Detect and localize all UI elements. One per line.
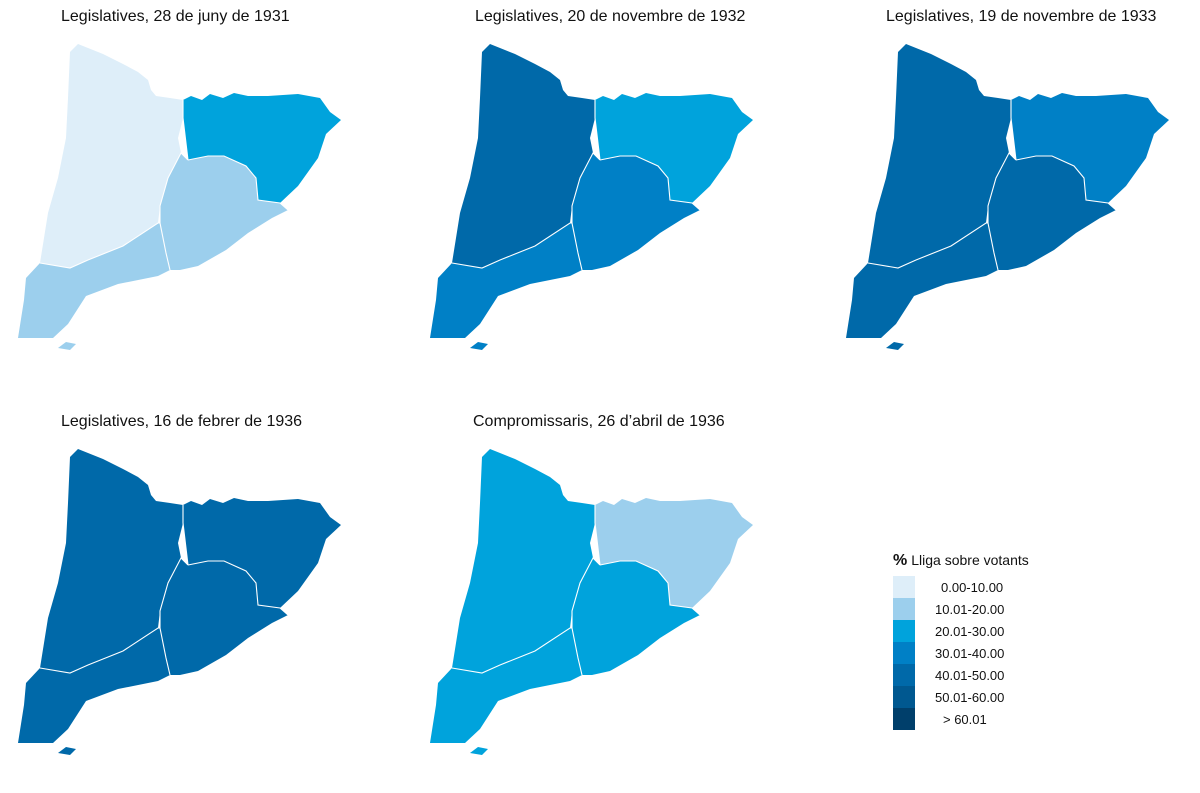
legend-label: 30.01-40.00: [935, 646, 1005, 661]
catalonia-map: [18, 44, 341, 350]
border-lleida-tarragona: [39, 222, 160, 269]
legend-items: 0.00-10.00 10.01-20.00 20.01-30.00 30.01…: [893, 576, 1093, 730]
province-tarragona[interactable]: [430, 223, 582, 338]
legend-swatch: [893, 708, 915, 730]
border-lleida-tarragona: [451, 627, 572, 674]
legend-item: 20.01-30.00: [893, 620, 1093, 642]
legend-item: 30.01-40.00: [893, 642, 1093, 664]
province-tarragona[interactable]: [430, 628, 582, 743]
map-title: Legislatives, 28 de juny de 1931: [61, 8, 290, 25]
map-title: Compromissaris, 26 d’abril de 1936: [473, 413, 725, 430]
legend-title: % Lliga sobre votants: [893, 552, 1093, 570]
province-lleida[interactable]: [452, 44, 595, 268]
percent-symbol: %: [893, 552, 908, 569]
map-panel-1931: Legislatives, 28 de juny de 1931: [8, 8, 388, 388]
map-panel-1932: Legislatives, 20 de novembre de 1932: [420, 8, 800, 388]
map-panel-1936-febrer: Legislatives, 16 de febrer de 1936: [8, 413, 388, 793]
border-barcelona-tarragona: [159, 222, 171, 271]
catalonia-map: [430, 44, 753, 350]
border-lleida-barcelona: [159, 152, 189, 223]
legend-item: 40.01-50.00: [893, 664, 1093, 686]
province-tarragona[interactable]: [846, 223, 998, 338]
legend-swatch: [893, 686, 915, 708]
province-lleida[interactable]: [40, 449, 183, 673]
province-tarragona[interactable]: [18, 628, 170, 743]
legend-item: 0.00-10.00: [893, 576, 1093, 598]
delta-island: [470, 342, 488, 350]
border-girona-barcelona: [599, 560, 701, 616]
legend-swatch: [893, 664, 915, 686]
catalonia-map: [430, 449, 753, 755]
delta-island: [886, 342, 904, 350]
legend-label: 50.01-60.00: [935, 690, 1005, 705]
legend-item: 50.01-60.00: [893, 686, 1093, 708]
map-title: Legislatives, 20 de novembre de 1932: [475, 8, 746, 25]
province-girona[interactable]: [1011, 93, 1169, 203]
border-lleida-girona: [182, 100, 189, 161]
border-lleida-tarragona: [867, 222, 988, 269]
border-lleida-barcelona: [571, 557, 601, 628]
legend-label: > 60.01: [943, 712, 987, 727]
border-lleida-tarragona: [39, 627, 160, 674]
legend-label: 40.01-50.00: [935, 668, 1005, 683]
border-barcelona-tarragona: [987, 222, 999, 271]
province-lleida[interactable]: [452, 449, 595, 673]
delta-island: [470, 747, 488, 755]
legend-title-text: Lliga sobre votants: [911, 552, 1029, 568]
legend-swatch: [893, 620, 915, 642]
border-girona-barcelona: [1015, 155, 1117, 211]
border-barcelona-tarragona: [571, 627, 583, 676]
legend-label: 0.00-10.00: [941, 580, 1004, 595]
border-barcelona-tarragona: [571, 222, 583, 271]
map-panel-1936-abril: Compromissaris, 26 d’abril de 1936: [420, 413, 800, 793]
border-lleida-tarragona: [451, 222, 572, 269]
border-lleida-girona: [594, 100, 601, 161]
map-title: Legislatives, 16 de febrer de 1936: [61, 413, 303, 430]
map-panel-1933: Legislatives, 19 de novembre de 1933: [836, 8, 1200, 388]
catalonia-map: [846, 44, 1169, 350]
border-lleida-girona: [594, 505, 601, 566]
border-lleida-barcelona: [159, 557, 189, 628]
map-title: Legislatives, 19 de novembre de 1933: [886, 8, 1157, 25]
province-girona[interactable]: [595, 93, 753, 203]
border-girona-barcelona: [599, 155, 701, 211]
province-girona[interactable]: [595, 498, 753, 608]
delta-island: [58, 342, 76, 350]
province-girona[interactable]: [183, 93, 341, 203]
border-lleida-barcelona: [987, 152, 1017, 223]
border-lleida-barcelona: [571, 152, 601, 223]
legend-item: 10.01-20.00: [893, 598, 1093, 620]
catalonia-map: [18, 449, 341, 755]
delta-island: [58, 747, 76, 755]
border-barcelona-tarragona: [159, 627, 171, 676]
province-lleida[interactable]: [868, 44, 1011, 268]
legend-label: 20.01-30.00: [935, 624, 1005, 639]
border-lleida-girona: [182, 505, 189, 566]
border-lleida-girona: [1010, 100, 1017, 161]
legend-swatch: [893, 642, 915, 664]
legend-swatch: [893, 576, 915, 598]
map-legend: % Lliga sobre votants 0.00-10.00 10.01-20…: [893, 552, 1093, 730]
province-tarragona[interactable]: [18, 223, 170, 338]
legend-label: 10.01-20.00: [935, 602, 1005, 617]
province-girona[interactable]: [183, 498, 341, 608]
legend-swatch: [893, 598, 915, 620]
legend-item: > 60.01: [893, 708, 1093, 730]
border-girona-barcelona: [187, 155, 289, 211]
province-lleida[interactable]: [40, 44, 183, 268]
border-girona-barcelona: [187, 560, 289, 616]
